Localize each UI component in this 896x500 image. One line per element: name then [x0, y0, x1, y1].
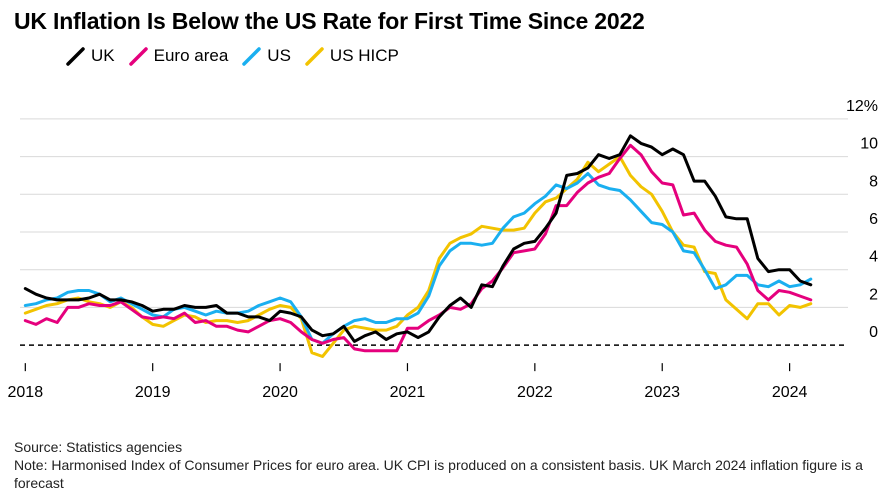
y-tick-label: 8 [869, 173, 878, 190]
legend-label-uk: UK [91, 46, 115, 65]
legend: UK Euro area US US HICP [66, 46, 399, 66]
series-line-euro-area [23, 143, 813, 353]
x-tick-label: 2023 [644, 384, 680, 401]
y-tick-label: 6 [869, 211, 878, 228]
legend-line-us-hicp [305, 46, 324, 66]
x-tick-label: 2020 [262, 384, 298, 401]
legend-line-euro-area [128, 46, 148, 66]
legend-label-euro-area: Euro area [153, 46, 229, 65]
chart-footer: Source: Statistics agencies Note: Harmon… [14, 438, 884, 492]
legend-label-us: US [267, 46, 291, 65]
legend-swatch-us [242, 46, 262, 66]
y-tick-label: 10 [860, 136, 878, 153]
x-tick-label: 2019 [135, 384, 171, 401]
legend-swatch-euro-area [128, 46, 148, 66]
legend-label-us-hicp: US HICP [329, 46, 399, 65]
series-line-us [23, 172, 813, 345]
legend-item-us-hicp: US HICP [305, 46, 399, 66]
y-tick-label: 12% [846, 98, 878, 115]
line-chart: 0 2 4 6 8 10 12% 2018 2019 2020 2021 2022 2023 2024 [8, 98, 879, 401]
x-tick-label: 2021 [390, 384, 426, 401]
y-tick-label: 2 [869, 286, 878, 303]
legend-item-uk: UK [66, 46, 115, 66]
x-tick-label: 2018 [8, 384, 44, 401]
y-tick-label: 4 [869, 249, 878, 266]
y-tick-label: 0 [869, 324, 878, 341]
legend-swatch-uk [66, 46, 85, 66]
legend-line-uk [66, 46, 85, 66]
source-note: Source: Statistics agencies [14, 439, 183, 455]
chart-title: UK Inflation Is Below the US Rate for Fi… [14, 8, 645, 34]
series-line-us-hicp [23, 155, 813, 358]
series-line-uk [23, 134, 813, 343]
legend-swatch-us-hicp [305, 46, 324, 66]
x-tick-label: 2022 [517, 384, 553, 401]
x-tick-label: 2024 [772, 384, 808, 401]
legend-item-us: US [242, 46, 291, 66]
legend-item-euro-area: Euro area [128, 46, 229, 66]
legend-line-us [242, 46, 262, 66]
methodology-note: Note: Harmonised Index of Consumer Price… [14, 457, 863, 491]
